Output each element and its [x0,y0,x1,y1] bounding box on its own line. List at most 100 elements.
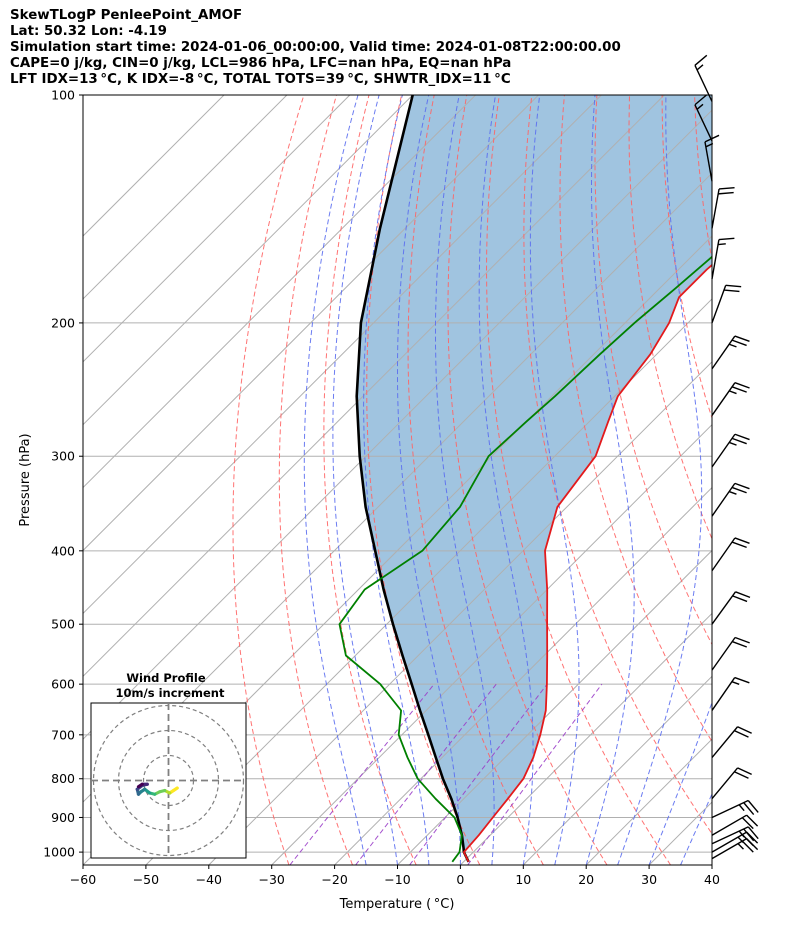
y-tick-label: 500 [51,617,75,632]
barb-full [734,636,750,644]
wind-barb [704,134,720,182]
barb-full [734,771,749,779]
dry-adiabat-line [594,95,712,646]
barb-full [719,186,735,190]
moist-adiabat-line [332,95,398,865]
y-tick-label: 800 [51,771,75,786]
wind-barb [694,94,713,142]
wind-barb [711,826,759,845]
isotherm-line [711,864,712,865]
barb-half [731,681,740,685]
isotherm-line [83,95,225,237]
wind-barb [694,54,713,102]
isotherm-line [83,95,351,363]
stability-line: CAPE=0 j/kg, CIN=0 j/kg, LCL=986 hPa, LF… [10,56,512,71]
barb-shaft [711,188,720,229]
x-tick-label: 40 [704,872,720,887]
x-tick-label: −60 [70,872,96,887]
barb-half [728,343,737,348]
isotherm-line [397,549,712,865]
dewpoint-line [338,255,712,863]
dry-adiabat-line [760,95,794,865]
hodograph-segment [136,782,144,789]
x-tick-label: 30 [641,872,657,887]
moist-adiabat-line [585,95,635,865]
wind-barb [711,636,750,671]
isotherm-line [83,95,476,489]
barb-shaft [704,141,713,182]
wind-barb [711,433,750,468]
y-tick-label: 100 [51,88,75,103]
barb-half [728,490,737,495]
wind-barb [711,335,750,370]
y-tick-label: 900 [51,810,75,825]
barb-shaft [711,726,739,758]
moist-adiabat-line [529,95,580,865]
isotherm-line [83,95,602,615]
barb-shaft [711,826,749,845]
y-tick-label: 600 [51,677,75,692]
x-tick-label: 20 [578,872,594,887]
y-tick-label: 700 [51,727,75,742]
x-tick-label: −50 [133,872,159,887]
barb-half [738,830,745,838]
wind-barb [711,186,735,229]
barb-shaft [711,482,736,517]
dry-adiabat-line [523,95,712,835]
moist-adiabat-line [680,792,712,865]
barb-shaft [711,799,749,819]
barb-shaft [711,591,737,625]
barb-shaft [711,537,736,572]
barb-full [734,482,750,490]
wind-barb [711,237,735,280]
wind-barb [711,537,750,572]
barb-full [734,433,750,441]
barb-half [737,836,744,844]
mixing-ratio-line [467,683,603,865]
barb-shaft [711,831,748,853]
barb-half [728,441,737,446]
barb-full [737,767,752,776]
location-line: Lat: 50.32 Lon: -4.19 [10,24,167,39]
barb-full [731,386,747,393]
barb-full [737,726,752,734]
mixing-ratio-line [289,683,435,865]
wind-barb [711,726,752,758]
dry-adiabat-line [727,95,794,865]
chart-title: SkewTLogP PenleePoint_AMOF [10,8,243,23]
barb-shaft [711,433,736,468]
y-tick-label: 400 [51,543,75,558]
barb-full [734,335,750,343]
barb-full [731,486,747,494]
barb-full [723,289,740,293]
barb-half [705,142,714,148]
indices-line: LFT IDX=13 °C, K IDX=-8 °C, TOTAL TOTS=3… [10,72,511,87]
y-tick-label: 200 [51,315,75,330]
mixing-ratio-line [355,683,497,865]
barb-full [746,814,759,827]
moist-adiabat-line [648,701,712,865]
barb-full [718,191,734,195]
moist-adiabat-line [711,863,712,865]
wind-barb [711,382,750,416]
barb-shaft [711,677,736,711]
x-tick-label: −10 [384,872,410,887]
axes: −60 −50 −40 −30 −20 −10 0 10 20 30 40 100 200 300 400 5… [43,88,720,888]
barb-full [725,284,742,288]
temperature-line [462,263,712,863]
isotherm-line [460,612,712,865]
barb-full [734,382,750,389]
dry-adiabat-line [559,95,712,743]
barb-full [741,817,754,830]
dry-adiabat-line [232,95,305,865]
barb-full [731,339,747,347]
x-axis-title: Temperature ( °C) [339,897,455,912]
barb-half [717,243,726,246]
barb-full [731,640,748,648]
hodograph-title: Wind Profile [126,671,206,685]
barb-full [741,840,754,853]
barb-half [696,103,704,110]
x-tick-label: −30 [259,872,285,887]
moist-adiabat-line [363,95,430,865]
